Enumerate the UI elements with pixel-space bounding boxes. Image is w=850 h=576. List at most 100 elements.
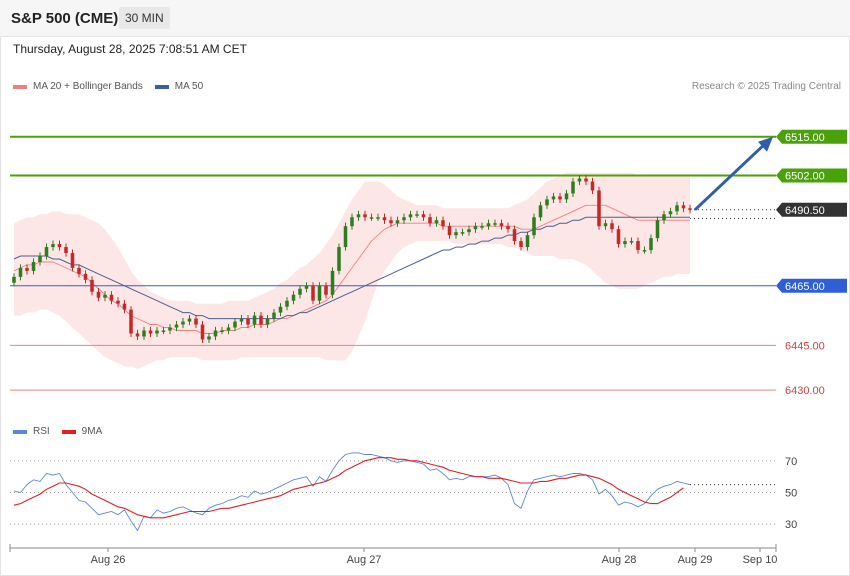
candle-body [668, 211, 673, 215]
time-label-4: Sep 10 [743, 554, 778, 566]
candle-body [551, 196, 556, 200]
legend-ma20: MA 20 + Bollinger Bands [13, 81, 143, 92]
candle-body [610, 223, 614, 230]
candle-body [655, 220, 660, 239]
candle-body [116, 300, 120, 304]
interval-badge[interactable]: 30 MIN [119, 7, 170, 29]
level-label-6465.00: 6465.00 [785, 281, 825, 293]
legend-9ma-label: 9MA [81, 426, 103, 437]
candle-body [662, 214, 666, 221]
candle-body [447, 226, 452, 236]
candle-body [148, 330, 153, 334]
legend-9ma-swatch [61, 429, 76, 434]
candle-body [161, 330, 166, 332]
candle-body [77, 267, 81, 274]
bollinger-bands [14, 172, 690, 370]
time-label-0: Aug 26 [91, 554, 126, 566]
candle-body [187, 318, 192, 322]
legend-ma50-label: MA 50 [174, 81, 204, 92]
level-label-6490.50: 6490.50 [785, 205, 825, 217]
candle-body [51, 244, 55, 248]
candle-body [480, 226, 484, 228]
candle-body [44, 247, 49, 256]
level-tag-6490.50 [776, 202, 847, 217]
level-tag-6502.00 [776, 168, 847, 183]
candle-body [571, 181, 575, 194]
legend-9ma: 9MA [61, 426, 103, 437]
candle-body [311, 285, 315, 301]
candle-body [506, 226, 510, 230]
candle-body [239, 318, 244, 322]
moving-averages [13, 204, 690, 334]
rsi-panel: 70 50 30 [10, 452, 797, 532]
projection-arrow [693, 136, 773, 211]
level-tag-6465.00 [776, 278, 847, 293]
candlesticks [12, 174, 692, 344]
candle-body [454, 232, 458, 236]
candle-body [90, 279, 94, 292]
candle-body [337, 247, 341, 271]
candle-body [38, 256, 42, 262]
candle-body [12, 276, 16, 283]
candle-body [519, 241, 523, 248]
candle-body [246, 318, 250, 325]
candle-body [428, 217, 432, 224]
projection-arrowhead [758, 136, 773, 152]
candle-body [577, 178, 582, 182]
candle-body [584, 178, 588, 182]
candle-body [688, 208, 692, 210]
candle-body [285, 300, 289, 307]
time-label-2: Aug 28 [602, 554, 637, 566]
candle-body [181, 321, 185, 325]
candle-body [525, 235, 530, 248]
candle-body [642, 250, 647, 252]
candle-body [389, 220, 393, 224]
candle-body [298, 288, 302, 295]
candle-body [629, 241, 634, 243]
candle-body [317, 285, 322, 301]
candle-body [70, 253, 75, 268]
candle-body [675, 205, 679, 212]
candle-body [194, 318, 198, 325]
candle-body [83, 273, 88, 280]
candle-body [402, 217, 406, 221]
level-label-6515.00: 6515.00 [785, 132, 825, 144]
level-tag-6515.00 [776, 129, 847, 144]
candle-body [408, 214, 413, 218]
candle-body [142, 330, 146, 337]
level-label-6502.00: 6502.00 [785, 171, 825, 183]
projection-arrow-shaft [693, 143, 766, 211]
candle-body [122, 303, 127, 310]
legend-ma20-label: MA 20 + Bollinger Bands [33, 81, 143, 92]
candle-body [681, 205, 686, 209]
candle-body [109, 294, 114, 301]
rsi-tick-50: 50 [785, 488, 797, 500]
candle-body [369, 217, 374, 219]
legend-ma50: MA 50 [154, 81, 204, 92]
legend-rsi-label: RSI [33, 426, 50, 437]
candle-body [395, 220, 400, 224]
ma20-line [13, 204, 690, 334]
candle-body [174, 324, 179, 328]
candle-body [415, 214, 419, 216]
timestamp: Thursday, August 28, 2025 7:08:51 AM CET [13, 42, 247, 56]
rsi-tick-70: 70 [785, 456, 797, 468]
candle-body [31, 261, 36, 271]
candle-body [623, 241, 627, 245]
bollinger-band-area [14, 172, 690, 370]
candle-body [168, 327, 172, 331]
time-label-3: Aug 29 [678, 554, 713, 566]
candle-body [304, 285, 309, 289]
candle-body [486, 223, 491, 227]
candle-body [363, 214, 367, 218]
candle-body [616, 229, 621, 245]
instrument-title: S&P 500 (CME) [11, 10, 119, 27]
candle-body [597, 190, 601, 227]
candle-body [603, 223, 608, 227]
candle-body [291, 294, 296, 301]
candle-body [200, 324, 205, 340]
candle-body [57, 244, 62, 248]
candle-body [220, 330, 224, 332]
rsi-tick-30: 30 [785, 519, 797, 531]
